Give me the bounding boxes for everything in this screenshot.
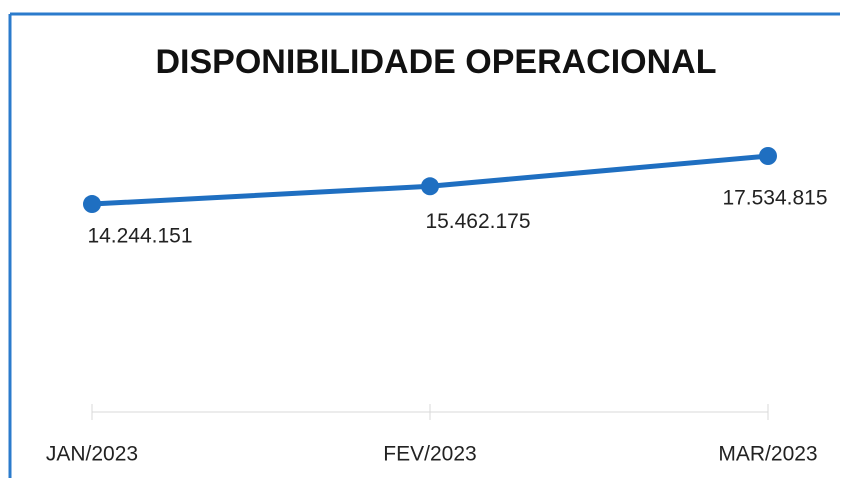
data-label: 14.244.151	[87, 225, 192, 248]
x-tick-label: JAN/2023	[46, 443, 138, 466]
point	[83, 195, 101, 214]
x-tick-label: MAR/2023	[718, 443, 817, 466]
data-label: 15.462.175	[425, 210, 530, 233]
x-tick-label: FEV/2023	[383, 443, 476, 466]
chart-title: DISPONIBILIDADE OPERACIONAL	[155, 43, 716, 81]
data-label: 17.534.815	[722, 187, 827, 210]
point	[421, 177, 439, 196]
point	[759, 147, 777, 165]
